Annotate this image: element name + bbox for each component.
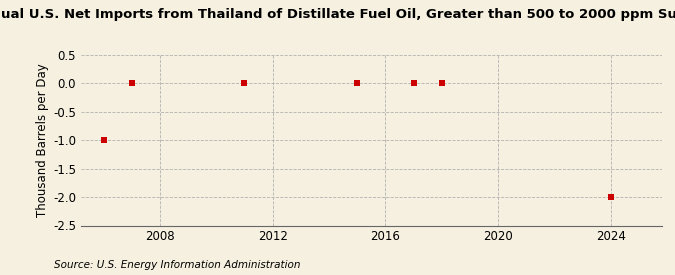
Text: Annual U.S. Net Imports from Thailand of Distillate Fuel Oil, Greater than 500 t: Annual U.S. Net Imports from Thailand of… xyxy=(0,8,675,21)
Point xyxy=(126,81,137,86)
Point xyxy=(239,81,250,86)
Point xyxy=(436,81,447,86)
Y-axis label: Thousand Barrels per Day: Thousand Barrels per Day xyxy=(36,63,49,217)
Point xyxy=(98,138,109,142)
Point xyxy=(352,81,362,86)
Point xyxy=(408,81,419,86)
Point xyxy=(605,195,616,199)
Text: Source: U.S. Energy Information Administration: Source: U.S. Energy Information Administ… xyxy=(54,260,300,270)
